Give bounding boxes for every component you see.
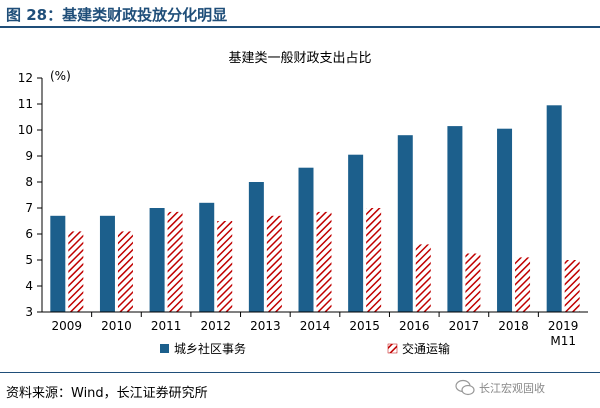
legend-label: 城乡社区事务 xyxy=(174,341,246,356)
bar-series-1 xyxy=(298,167,314,312)
x-tick-label: 2009 xyxy=(52,319,83,333)
bar-series-1 xyxy=(99,215,115,312)
bar-series-1 xyxy=(497,128,513,312)
y-tick-label: 11 xyxy=(18,97,33,111)
y-tick-label: 5 xyxy=(25,253,33,267)
x-tick-label: 2012 xyxy=(200,319,231,333)
bar-series-2 xyxy=(316,211,332,312)
y-tick-label: 8 xyxy=(25,175,33,189)
bar-series-1 xyxy=(397,135,413,312)
bar-series-1 xyxy=(348,154,364,312)
bar-series-2 xyxy=(217,221,233,312)
bar-series-1 xyxy=(447,126,463,312)
y-tick-label: 3 xyxy=(25,305,33,319)
bar-series-2 xyxy=(415,244,431,312)
y-tick-label: 4 xyxy=(25,279,33,293)
bar-series-1 xyxy=(546,105,562,312)
bar-series-1 xyxy=(50,215,66,312)
legend-swatch xyxy=(387,343,398,354)
bar-chart: 基建类一般财政支出占比 (%) 3 4 5 6 7 8 9 10 11 12 2009 2010 201… xyxy=(18,50,588,356)
bar-series-1 xyxy=(149,208,165,312)
y-unit-label: (%) xyxy=(50,69,71,83)
x-tick-label: 2019 M11 xyxy=(548,319,579,348)
x-tick-label: 2011 xyxy=(151,319,182,333)
bar-series-1 xyxy=(199,202,215,312)
source-note: 资料来源：Wind，长江证券研究所 xyxy=(6,386,208,401)
bar-series-2 xyxy=(167,211,183,312)
x-tick-label: 2010 xyxy=(101,319,132,333)
bar-series-2 xyxy=(465,253,481,312)
x-tick-label: 2014 xyxy=(300,319,331,333)
watermark-text: 长江宏观固收 xyxy=(479,382,545,395)
wechat-icon xyxy=(455,379,475,396)
x-tick-label: 2013 xyxy=(250,319,281,333)
x-tick-label: 2016 xyxy=(399,319,430,333)
y-tick-label: 12 xyxy=(18,71,33,85)
chart-title: 基建类一般财政支出占比 xyxy=(228,50,371,66)
y-tick-label: 10 xyxy=(18,123,33,137)
footer-rule xyxy=(0,372,600,373)
bar-series-2 xyxy=(366,208,382,312)
y-tick-label: 6 xyxy=(25,227,33,241)
bar-series-1 xyxy=(248,182,264,312)
y-tick-label: 7 xyxy=(25,201,33,215)
bar-series-2 xyxy=(68,231,84,312)
figure-title: 图 28：基建类财政投放分化明显 xyxy=(6,6,228,24)
legend-swatch xyxy=(160,344,169,353)
x-tick-label: 2018 xyxy=(498,319,529,333)
bar-series-2 xyxy=(117,231,133,312)
legend-label: 交通运输 xyxy=(402,341,450,356)
watermark: 长江宏观固收 xyxy=(455,375,595,401)
bar-series-2 xyxy=(515,257,531,312)
y-tick-label: 9 xyxy=(25,149,33,163)
bar-series-2 xyxy=(564,260,580,312)
title-rule xyxy=(0,26,600,28)
x-tick-label: 2015 xyxy=(349,319,380,333)
x-tick-label: 2017 xyxy=(449,319,480,333)
bar-series-2 xyxy=(266,215,282,312)
